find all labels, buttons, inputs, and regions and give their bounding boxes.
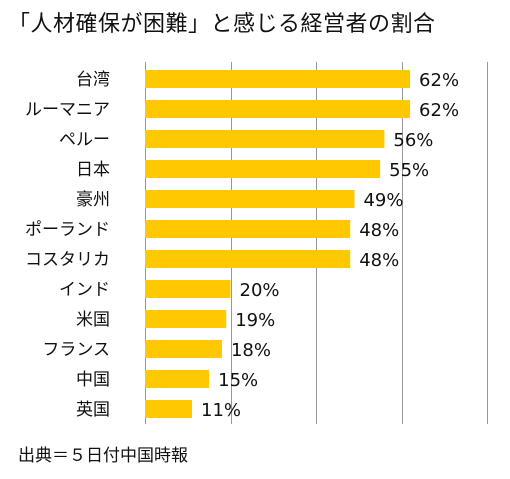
category-label: 中国 xyxy=(76,370,110,390)
category-label: 日本 xyxy=(76,160,110,180)
value-label: 20% xyxy=(240,280,280,301)
category-label: ルーマニア xyxy=(25,100,110,120)
category-label: コスタリカ xyxy=(25,250,110,270)
grid-lines xyxy=(145,62,488,424)
category-label: 台湾 xyxy=(76,70,110,90)
category-label: 豪州 xyxy=(76,189,110,210)
bar xyxy=(145,160,381,178)
value-label: 11% xyxy=(201,400,241,421)
value-label: 55% xyxy=(389,160,429,181)
bar xyxy=(145,220,351,238)
bar xyxy=(145,130,385,148)
chart-source: 出典＝５日付中国時報 xyxy=(18,446,188,466)
value-label: 15% xyxy=(218,370,258,391)
category-label: フランス xyxy=(42,340,110,360)
bars xyxy=(145,70,411,418)
bar xyxy=(145,280,231,298)
value-label: 49% xyxy=(363,190,403,211)
value-label: 48% xyxy=(359,220,399,241)
value-label: 56% xyxy=(393,130,433,151)
category-label: 米国 xyxy=(76,310,110,330)
chart-title: 「人材確保が困難」と感じる経営者の割合 xyxy=(8,12,436,37)
category-label: 英国 xyxy=(76,400,110,420)
value-label: 18% xyxy=(231,340,271,361)
value-labels: 62% 62% 56% 55% 49% 48% 48% 20% 19% 18% 15% 11% xyxy=(201,70,459,421)
bar xyxy=(145,340,222,358)
bar xyxy=(145,70,411,88)
category-label: ポーランド xyxy=(25,220,110,240)
value-label: 62% xyxy=(419,70,459,91)
value-label: 48% xyxy=(359,250,399,271)
category-label: ペルー xyxy=(59,130,110,150)
bar xyxy=(145,250,351,268)
bar xyxy=(145,370,210,388)
value-label: 19% xyxy=(235,310,275,331)
category-label: インド xyxy=(59,280,110,300)
bar xyxy=(145,310,227,328)
bar xyxy=(145,400,193,418)
bar xyxy=(145,100,411,118)
value-label: 62% xyxy=(419,100,459,121)
bar xyxy=(145,190,355,208)
